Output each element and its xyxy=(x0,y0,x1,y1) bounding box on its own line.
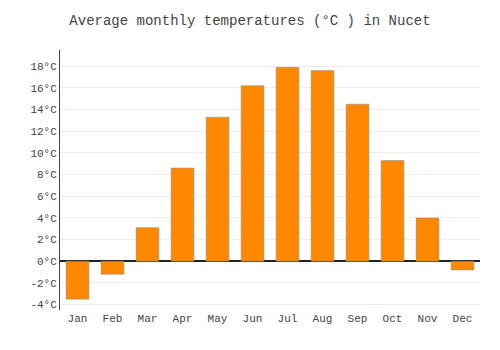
svg-text:Feb: Feb xyxy=(103,313,123,325)
svg-text:6°C: 6°C xyxy=(37,191,57,203)
svg-text:12°C: 12°C xyxy=(30,126,57,138)
svg-text:-4°C: -4°C xyxy=(30,299,57,311)
svg-text:Apr: Apr xyxy=(173,313,193,325)
svg-text:2°C: 2°C xyxy=(37,234,57,246)
svg-text:0°C: 0°C xyxy=(37,256,57,268)
svg-text:16°C: 16°C xyxy=(30,83,57,95)
svg-text:May: May xyxy=(208,313,228,325)
svg-text:Average monthly temperatures (: Average monthly temperatures (°C ) in Nu… xyxy=(69,13,430,29)
svg-text:8°C: 8°C xyxy=(37,169,57,181)
svg-text:Oct: Oct xyxy=(383,313,403,325)
svg-text:Dec: Dec xyxy=(453,313,473,325)
svg-text:Mar: Mar xyxy=(138,313,158,325)
svg-text:Jul: Jul xyxy=(278,313,298,325)
svg-text:14°C: 14°C xyxy=(30,104,57,116)
svg-text:10°C: 10°C xyxy=(30,148,57,160)
svg-text:Jan: Jan xyxy=(68,313,88,325)
svg-text:Sep: Sep xyxy=(348,313,368,325)
svg-text:Nov: Nov xyxy=(418,313,438,325)
svg-text:4°C: 4°C xyxy=(37,213,57,225)
svg-text:Jun: Jun xyxy=(243,313,263,325)
svg-text:Aug: Aug xyxy=(313,313,333,325)
svg-text:-2°C: -2°C xyxy=(30,278,57,290)
svg-text:18°C: 18°C xyxy=(30,61,57,73)
